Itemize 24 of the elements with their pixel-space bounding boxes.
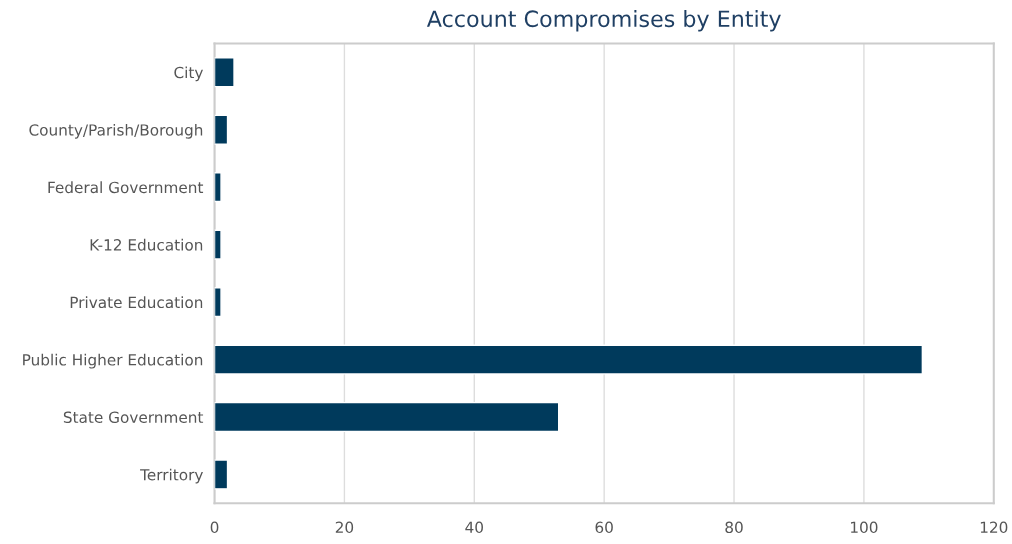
y-tick-label: County/Parish/Borough <box>29 123 203 139</box>
y-tick-label: Federal Government <box>48 181 204 194</box>
x-tick-label: 40 <box>465 521 483 534</box>
y-tick-label: State Government <box>63 411 204 424</box>
bar <box>214 459 229 490</box>
y-tick-label: Public Higher Education <box>23 353 203 369</box>
x-tick-label: 60 <box>595 521 613 534</box>
x-tick-label: 20 <box>335 521 354 534</box>
bar <box>214 401 560 433</box>
chart-title: Account Compromises by Entity <box>426 9 781 32</box>
x-tick-label: 80 <box>725 521 743 534</box>
x-tick-label: 120 <box>980 521 1008 534</box>
bar <box>214 57 235 88</box>
y-tick-label: Private Education <box>70 296 203 309</box>
bar <box>214 344 924 375</box>
bar <box>214 114 229 145</box>
y-tick-label: K-12 Education <box>90 238 203 251</box>
y-tick-label: City <box>174 66 203 82</box>
x-tick-label: 100 <box>851 521 878 534</box>
bar <box>214 229 222 260</box>
x-tick-label: 0 <box>210 521 219 534</box>
y-tick-label: Territory <box>140 468 203 484</box>
bar <box>214 287 222 318</box>
bar <box>214 172 222 203</box>
